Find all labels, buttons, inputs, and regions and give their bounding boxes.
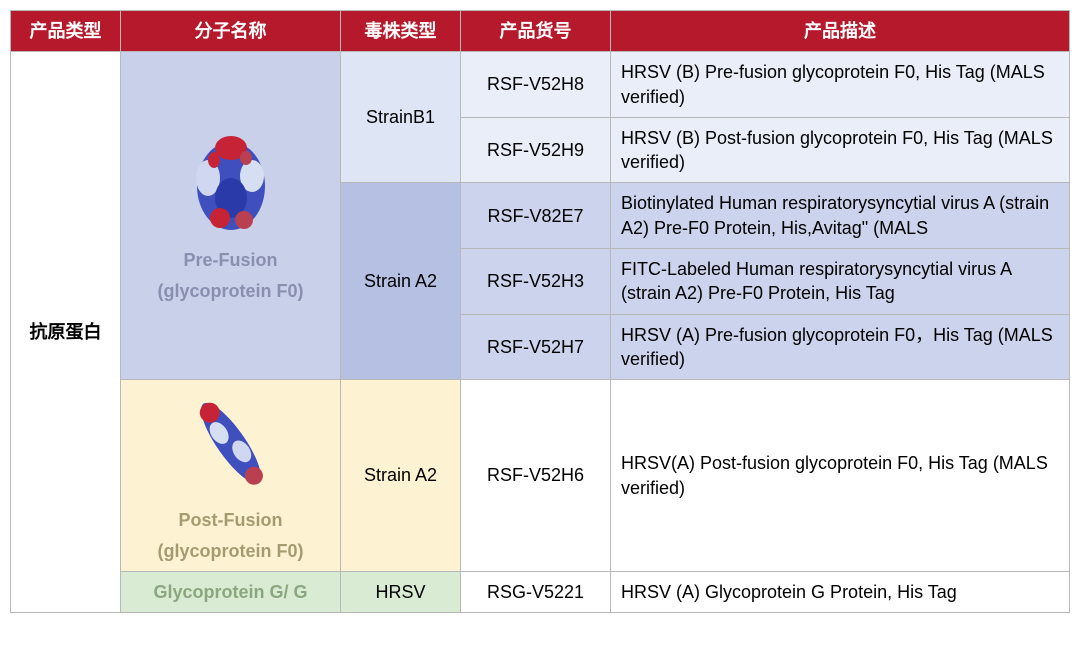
postfusion-label-line1: Post-Fusion xyxy=(179,508,283,532)
product-table: 产品类型 分子名称 毒株类型 产品货号 产品描述 抗原蛋白 xyxy=(10,10,1070,613)
header-code: 产品货号 xyxy=(461,11,611,52)
table-row: 抗原蛋白 Pre-Fusion (glycopro xyxy=(11,52,1070,118)
table-row: Post-Fusion (glycoprotein F0) Strain A2 … xyxy=(11,380,1070,572)
desc-cell: HRSV(A) Post-fusion glycoprotein F0, His… xyxy=(611,380,1070,572)
desc-cell: HRSV (A) Glycoprotein G Protein, His Tag xyxy=(611,571,1070,612)
strain-a2-post-cell: Strain A2 xyxy=(341,380,461,572)
desc-cell: HRSV (B) Pre-fusion glycoprotein F0, His… xyxy=(611,52,1070,118)
code-cell: RSG-V5221 xyxy=(461,571,611,612)
strain-b1-cell: StrainB1 xyxy=(341,52,461,183)
postfusion-label-line2: (glycoprotein F0) xyxy=(157,539,303,563)
desc-cell: FITC-Labeled Human respiratorysyncytial … xyxy=(611,249,1070,315)
code-cell: RSF-V52H7 xyxy=(461,314,611,380)
code-cell: RSF-V52H9 xyxy=(461,117,611,183)
header-strain: 毒株类型 xyxy=(341,11,461,52)
postfusion-molecule-cell: Post-Fusion (glycoprotein F0) xyxy=(121,380,341,572)
prefusion-label-line2: (glycoprotein F0) xyxy=(157,279,303,303)
prefusion-molecule-cell: Pre-Fusion (glycoprotein F0) xyxy=(121,52,341,380)
table-header-row: 产品类型 分子名称 毒株类型 产品货号 产品描述 xyxy=(11,11,1070,52)
postfusion-protein-icon xyxy=(171,388,291,498)
code-cell: RSF-V52H6 xyxy=(461,380,611,572)
strain-a2-pre-cell: Strain A2 xyxy=(341,183,461,380)
desc-cell: HRSV (B) Post-fusion glycoprotein F0, Hi… xyxy=(611,117,1070,183)
header-type: 产品类型 xyxy=(11,11,121,52)
code-cell: RSF-V52H8 xyxy=(461,52,611,118)
table-row: Glycoprotein G/ G HRSV RSG-V5221 HRSV (A… xyxy=(11,571,1070,612)
code-cell: RSF-V52H3 xyxy=(461,249,611,315)
strain-hrsv-cell: HRSV xyxy=(341,571,461,612)
product-type-cell: 抗原蛋白 xyxy=(11,52,121,613)
header-desc: 产品描述 xyxy=(611,11,1070,52)
prefusion-protein-icon xyxy=(186,128,276,238)
prefusion-label-line1: Pre-Fusion xyxy=(183,248,277,272)
glycoprotein-g-cell: Glycoprotein G/ G xyxy=(121,571,341,612)
desc-cell: Biotinylated Human respiratorysyncytial … xyxy=(611,183,1070,249)
code-cell: RSF-V82E7 xyxy=(461,183,611,249)
header-molecule: 分子名称 xyxy=(121,11,341,52)
desc-cell: HRSV (A) Pre-fusion glycoprotein F0，His … xyxy=(611,314,1070,380)
